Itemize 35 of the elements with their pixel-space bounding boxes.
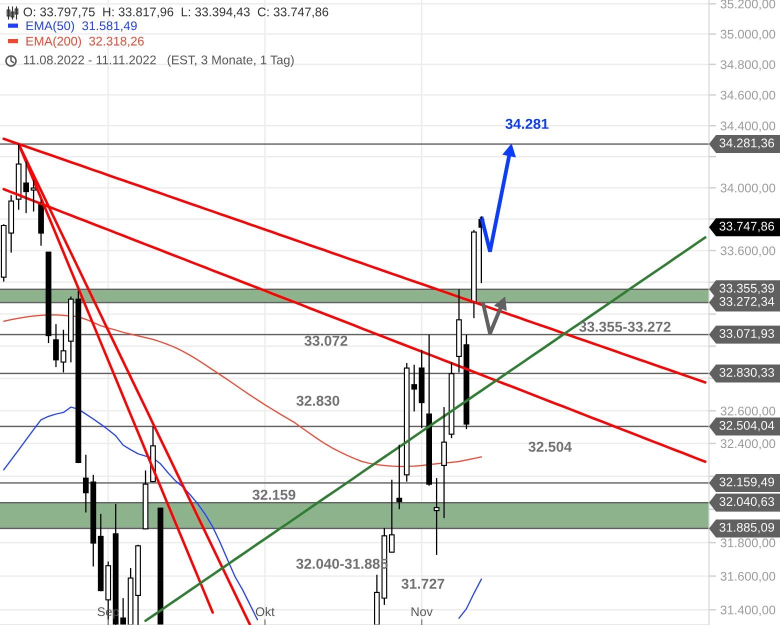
text: 33.747,86 (719, 222, 774, 232)
x-tick-label: Okt (256, 606, 275, 616)
ref-line-label: 33.071,93 (719, 329, 774, 340)
y-tick-label: 35.200,00 (720, 0, 776, 10)
y-tick-label: 35.000,00 (720, 30, 776, 40)
y-tick-label: 34.000,00 (720, 184, 776, 194)
ref-line-label: 32.040,63 (719, 497, 774, 508)
ref-line-label: 32.504,04 (719, 420, 774, 432)
ref-line-label: 31.885,09 (719, 522, 774, 534)
y-tick-label: 31.600,00 (720, 572, 776, 582)
annotation: 31.727 (401, 578, 444, 589)
annotation: 32.159 (252, 490, 296, 500)
y-tick-label: 33.600,00 (720, 246, 776, 257)
x-tick-label: Nov (412, 607, 433, 616)
ref-line-label: 32.830,33 (719, 368, 774, 378)
legend-label: EMA(200) 32.318,26 (26, 36, 144, 48)
y-tick-label: 31.800,00 (720, 538, 776, 549)
annotation: 32.504 (528, 442, 572, 452)
annotation: 33.072 (304, 336, 348, 346)
y-tick-label: 34.600,00 (720, 90, 776, 102)
y-tick-label: 32.400,00 (720, 439, 776, 450)
ref-line-label: 33.355,39 (719, 284, 774, 294)
y-tick-label: 32.600,00 (720, 406, 776, 417)
annotation: 33.355-33.272 (579, 322, 671, 332)
text: 11.08.2022 - 11.11.2022 (EST, 3 Monate, 1 Tag) (24, 55, 294, 67)
ref-line-label: 33.272,34 (719, 297, 774, 308)
text: O: 33.797,75 H: 33.817,96 L: 33.394,43 C: 33.747,86 (24, 8, 328, 18)
y-tick-label: 34.400,00 (720, 122, 776, 132)
ref-line-label: 34.281,36 (719, 138, 774, 149)
annotation: 32.830 (296, 396, 340, 406)
y-tick-label: 31.400,00 (720, 606, 776, 616)
legend-label: EMA(50) 31.581,49 (26, 21, 137, 33)
ref-line-label: 32.159,49 (719, 477, 774, 488)
annotation: 34.281 (505, 118, 548, 129)
y-tick-label: 34.800,00 (720, 60, 776, 71)
